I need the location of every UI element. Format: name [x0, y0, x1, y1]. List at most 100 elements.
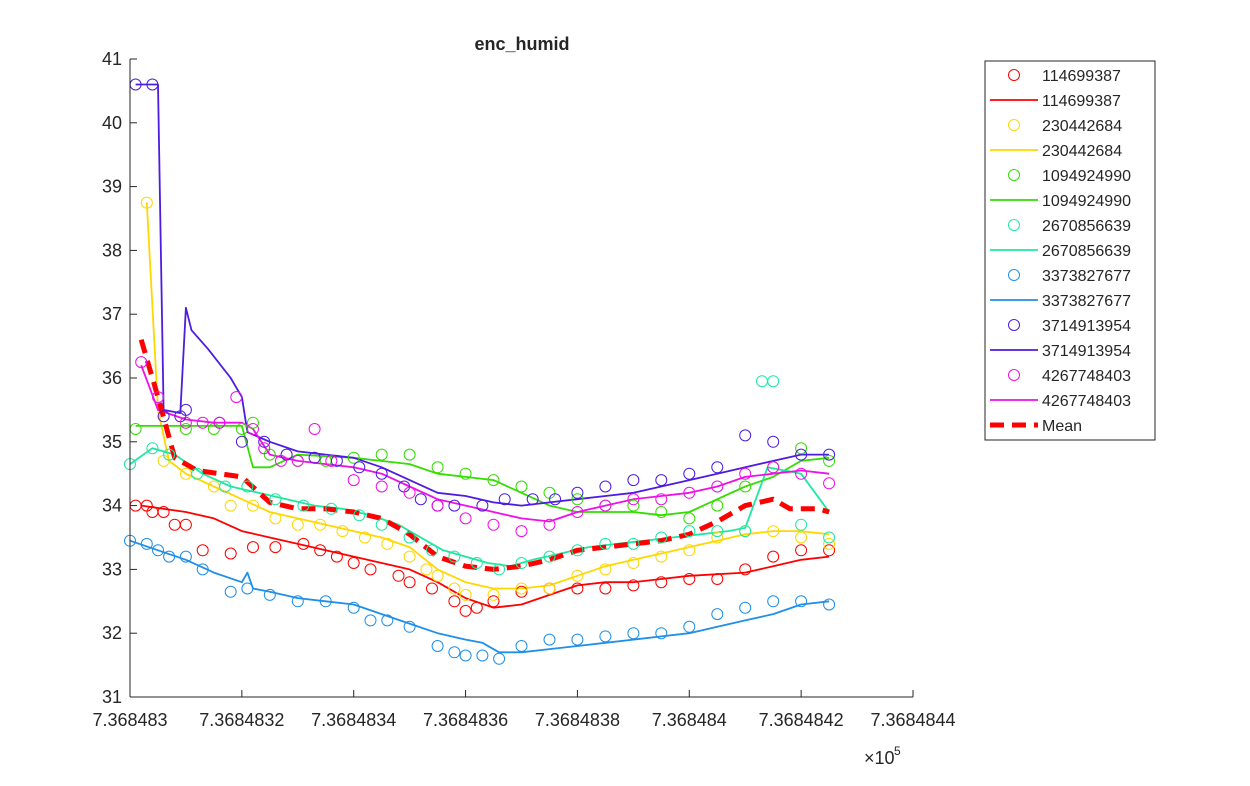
- series-0-marker-16: [403, 576, 416, 589]
- series-6-marker-16: [459, 512, 472, 525]
- series-1-marker-16: [459, 588, 472, 601]
- series-0-marker-31: [767, 550, 780, 563]
- series-0-marker-17: [426, 582, 438, 595]
- legend-marker-6: [1008, 219, 1020, 231]
- series-1-marker-24: [683, 544, 696, 557]
- series-3-marker-16: [515, 557, 528, 569]
- legend-marker-10: [1008, 319, 1020, 331]
- series-3-marker-7: [297, 499, 310, 512]
- legend-marker-0: [1008, 69, 1020, 81]
- series-0-marker-4: [168, 518, 181, 531]
- y-tick-label-5: 36: [102, 368, 122, 388]
- series-0-marker-30: [739, 563, 752, 576]
- series-3-marker-13: [448, 550, 461, 563]
- series-5-marker-21: [571, 486, 584, 499]
- series-1-marker-7: [291, 518, 304, 531]
- series-6-marker-20: [571, 506, 584, 518]
- series-line-4: [129, 539, 830, 654]
- series-0-marker-26: [627, 579, 640, 592]
- series-6-marker-3: [196, 416, 209, 429]
- series-0-marker-2: [146, 506, 159, 518]
- series-2-marker-12: [459, 467, 472, 480]
- series-3-marker-15: [493, 563, 506, 576]
- series-2-marker-21: [711, 499, 724, 512]
- series-5-marker-12: [375, 467, 388, 480]
- series-1-marker-15: [448, 582, 461, 595]
- series-6-marker-28: [795, 467, 808, 480]
- series-1-marker-22: [627, 557, 640, 569]
- series-6-marker-2: [179, 416, 192, 429]
- series-4-marker-19: [493, 652, 506, 665]
- series-1-marker-1: [157, 454, 170, 467]
- series-6-marker-5: [230, 391, 243, 404]
- series-3-marker-19: [599, 537, 612, 550]
- series-1-marker-11: [381, 537, 394, 550]
- series-1-marker-27: [767, 525, 780, 538]
- series-2-marker-19: [655, 506, 668, 518]
- series-2-marker-20: [683, 512, 696, 525]
- series-3-marker-2: [163, 448, 176, 461]
- series-0-marker-22: [515, 585, 528, 598]
- x-tick-label-6: 7.3684842: [759, 710, 844, 730]
- series-2-marker-16: [571, 493, 584, 506]
- series-3-marker-18: [571, 544, 584, 557]
- series-4-marker-22: [571, 633, 584, 646]
- y-tick-label-0: 31: [102, 687, 122, 707]
- series-2-marker-9: [375, 448, 388, 461]
- series-6-marker-12: [347, 474, 360, 487]
- series-5-marker-19: [526, 493, 539, 506]
- series-3-marker-26: [767, 375, 780, 388]
- series-5-marker-4: [179, 403, 192, 416]
- x-axis-exponent-base: ×10: [864, 748, 895, 768]
- series-3-marker-14: [470, 557, 483, 569]
- series-0-marker-7: [224, 547, 237, 560]
- series-1-marker-12: [403, 550, 416, 563]
- series-1-marker-4: [224, 499, 237, 512]
- series-4-marker-23: [599, 630, 612, 643]
- y-tick-label-3: 34: [102, 496, 122, 516]
- series-4-marker-20: [515, 640, 528, 652]
- series-4-marker-13: [381, 614, 394, 627]
- series-6-marker-13: [375, 480, 388, 493]
- series-5-marker-1: [146, 78, 159, 91]
- series-4-marker-30: [795, 595, 808, 608]
- series-0-marker-18: [448, 595, 461, 608]
- series-5-marker-25: [683, 467, 696, 480]
- series-3-marker-8: [325, 502, 338, 515]
- series-line-1: [145, 202, 830, 590]
- series-1-marker-0: [140, 196, 153, 209]
- legend-marker-8: [1008, 269, 1020, 281]
- series-3-marker-4: [219, 480, 232, 493]
- series-1-marker-13: [420, 563, 433, 576]
- series-0-marker-28: [683, 573, 696, 585]
- legend-label-7: 2670856639: [1042, 243, 1131, 260]
- series-line-3: [129, 447, 830, 568]
- series-3-marker-22: [683, 525, 696, 538]
- legend: 114699387 114699387 230442684 230442684 1094…: [984, 60, 1156, 441]
- series-1-marker-18: [515, 582, 528, 595]
- series-3-marker-1: [146, 442, 159, 455]
- series-2-marker-8: [347, 451, 360, 464]
- legend-label-11: 3714913954: [1042, 343, 1131, 360]
- x-tick-label-1: 7.3684832: [199, 710, 284, 730]
- series-3-marker-24: [739, 525, 752, 538]
- series-4-marker-27: [711, 608, 724, 621]
- series-0-marker-13: [347, 557, 360, 569]
- series-4-marker-14: [403, 620, 416, 633]
- series-6-marker-4: [213, 416, 226, 429]
- series-2-marker-11: [431, 461, 444, 474]
- series-6-marker-21: [599, 499, 612, 512]
- legend-label-9: 3373827677: [1042, 293, 1131, 310]
- series-2-marker-22: [739, 480, 752, 493]
- series-0-marker-32: [795, 544, 808, 557]
- series-2-marker-10: [403, 448, 416, 461]
- legend-label-1: 114699387: [1042, 93, 1121, 110]
- legend-label-2: 230442684: [1042, 118, 1122, 135]
- series-6-marker-18: [515, 525, 528, 538]
- series-5-marker-10: [330, 454, 343, 467]
- series-1-marker-8: [314, 518, 327, 531]
- series-3-marker-9: [353, 509, 366, 522]
- series-line-2: [135, 424, 830, 517]
- series-4-marker-4: [179, 550, 192, 563]
